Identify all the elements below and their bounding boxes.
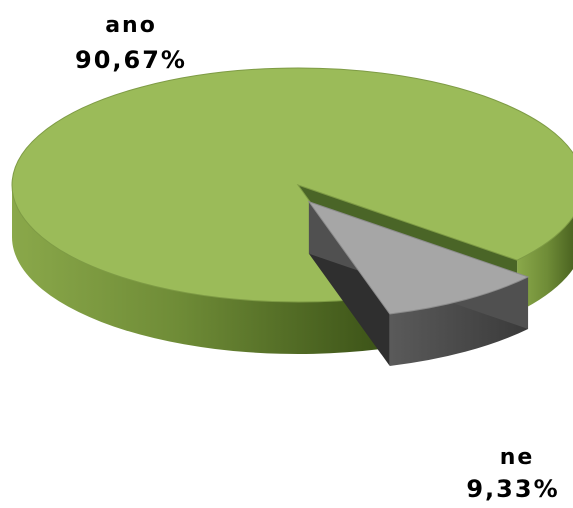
slice-value-label-ano: 90,67%: [75, 46, 187, 74]
pie-slice-wall-ano: [517, 217, 573, 313]
pie-slice-top-ne: [307, 200, 530, 315]
pie-slice-wall-ano: [12, 185, 379, 354]
pie-slice-ne: [307, 200, 530, 366]
slices-layer: [11, 67, 573, 366]
labels-layer: ano 90,67% ne 9,33%: [75, 13, 559, 503]
pie-slice-top-ano: [11, 67, 573, 303]
slice-label-ne: ne: [500, 445, 535, 470]
slice-value-label-ne: 9,33%: [466, 475, 559, 503]
slice-label-ano: ano: [105, 13, 157, 38]
